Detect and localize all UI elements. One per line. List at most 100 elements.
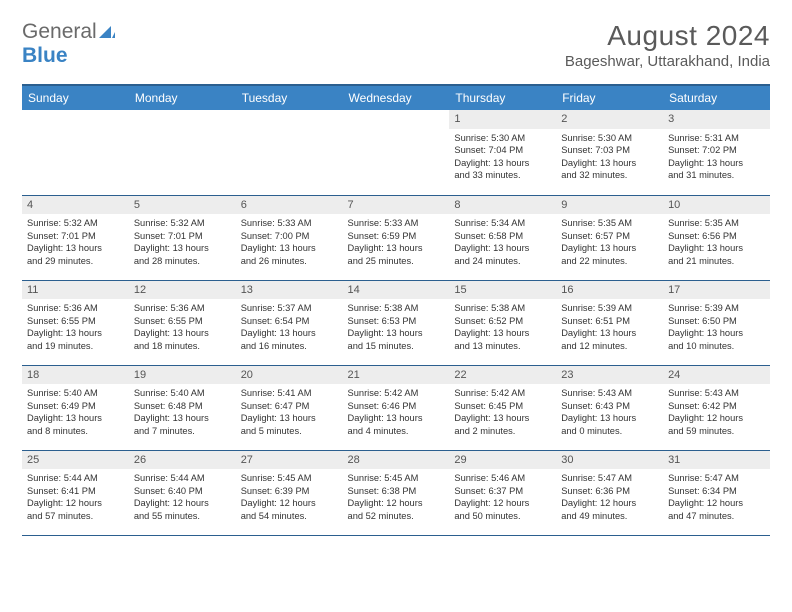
day-details: Sunrise: 5:45 AMSunset: 6:39 PMDaylight:… (236, 469, 343, 526)
calendar-day-cell: 21Sunrise: 5:42 AMSunset: 6:46 PMDayligh… (343, 365, 450, 450)
calendar-day-cell: 6Sunrise: 5:33 AMSunset: 7:00 PMDaylight… (236, 195, 343, 280)
day-number: 12 (129, 281, 236, 300)
calendar-day-cell: 3Sunrise: 5:31 AMSunset: 7:02 PMDaylight… (663, 110, 770, 195)
day-number: 2 (556, 110, 663, 129)
day-details: Sunrise: 5:45 AMSunset: 6:38 PMDaylight:… (343, 469, 450, 526)
day-details: Sunrise: 5:42 AMSunset: 6:45 PMDaylight:… (449, 384, 556, 441)
calendar-day-cell: 23Sunrise: 5:43 AMSunset: 6:43 PMDayligh… (556, 365, 663, 450)
day-number: 1 (449, 110, 556, 129)
day-details: Sunrise: 5:46 AMSunset: 6:37 PMDaylight:… (449, 469, 556, 526)
day-details: Sunrise: 5:44 AMSunset: 6:41 PMDaylight:… (22, 469, 129, 526)
calendar-day-cell: 26Sunrise: 5:44 AMSunset: 6:40 PMDayligh… (129, 450, 236, 535)
day-details: Sunrise: 5:38 AMSunset: 6:53 PMDaylight:… (343, 299, 450, 356)
calendar-day-cell: 11Sunrise: 5:36 AMSunset: 6:55 PMDayligh… (22, 280, 129, 365)
calendar-day-cell: 22Sunrise: 5:42 AMSunset: 6:45 PMDayligh… (449, 365, 556, 450)
day-details: Sunrise: 5:33 AMSunset: 7:00 PMDaylight:… (236, 214, 343, 271)
calendar-week-row: 1Sunrise: 5:30 AMSunset: 7:04 PMDaylight… (22, 110, 770, 195)
day-number: 30 (556, 451, 663, 470)
calendar-day-cell: 10Sunrise: 5:35 AMSunset: 6:56 PMDayligh… (663, 195, 770, 280)
calendar-body: 1Sunrise: 5:30 AMSunset: 7:04 PMDaylight… (22, 110, 770, 535)
calendar-day-cell: 25Sunrise: 5:44 AMSunset: 6:41 PMDayligh… (22, 450, 129, 535)
calendar-day-cell: 28Sunrise: 5:45 AMSunset: 6:38 PMDayligh… (343, 450, 450, 535)
day-details: Sunrise: 5:33 AMSunset: 6:59 PMDaylight:… (343, 214, 450, 271)
calendar-day-cell: 13Sunrise: 5:37 AMSunset: 6:54 PMDayligh… (236, 280, 343, 365)
day-details: Sunrise: 5:36 AMSunset: 6:55 PMDaylight:… (129, 299, 236, 356)
day-details: Sunrise: 5:47 AMSunset: 6:34 PMDaylight:… (663, 469, 770, 526)
weekday-header: Thursday (449, 85, 556, 110)
day-details: Sunrise: 5:42 AMSunset: 6:46 PMDaylight:… (343, 384, 450, 441)
calendar-day-cell: 24Sunrise: 5:43 AMSunset: 6:42 PMDayligh… (663, 365, 770, 450)
day-details: Sunrise: 5:35 AMSunset: 6:56 PMDaylight:… (663, 214, 770, 271)
calendar-day-cell (129, 110, 236, 195)
calendar-day-cell: 5Sunrise: 5:32 AMSunset: 7:01 PMDaylight… (129, 195, 236, 280)
calendar-day-cell: 15Sunrise: 5:38 AMSunset: 6:52 PMDayligh… (449, 280, 556, 365)
calendar-day-cell (343, 110, 450, 195)
day-number: 23 (556, 366, 663, 385)
calendar-day-cell: 2Sunrise: 5:30 AMSunset: 7:03 PMDaylight… (556, 110, 663, 195)
day-number: 18 (22, 366, 129, 385)
weekday-header: Tuesday (236, 85, 343, 110)
weekday-header: Saturday (663, 85, 770, 110)
logo: GeneralBlue (22, 20, 115, 68)
day-number: 28 (343, 451, 450, 470)
weekday-header-row: Sunday Monday Tuesday Wednesday Thursday… (22, 85, 770, 110)
calendar-day-cell: 7Sunrise: 5:33 AMSunset: 6:59 PMDaylight… (343, 195, 450, 280)
calendar-table: Sunday Monday Tuesday Wednesday Thursday… (22, 84, 770, 536)
day-number: 20 (236, 366, 343, 385)
logo-text: GeneralBlue (22, 20, 115, 68)
day-details: Sunrise: 5:47 AMSunset: 6:36 PMDaylight:… (556, 469, 663, 526)
weekday-header: Monday (129, 85, 236, 110)
calendar-day-cell: 8Sunrise: 5:34 AMSunset: 6:58 PMDaylight… (449, 195, 556, 280)
day-details: Sunrise: 5:38 AMSunset: 6:52 PMDaylight:… (449, 299, 556, 356)
day-details: Sunrise: 5:32 AMSunset: 7:01 PMDaylight:… (22, 214, 129, 271)
day-number: 10 (663, 196, 770, 215)
day-number: 14 (343, 281, 450, 300)
day-number: 13 (236, 281, 343, 300)
day-number: 22 (449, 366, 556, 385)
calendar-week-row: 4Sunrise: 5:32 AMSunset: 7:01 PMDaylight… (22, 195, 770, 280)
calendar-day-cell (22, 110, 129, 195)
day-details: Sunrise: 5:44 AMSunset: 6:40 PMDaylight:… (129, 469, 236, 526)
day-number: 4 (22, 196, 129, 215)
logo-text-blue: Blue (22, 44, 68, 67)
weekday-header: Sunday (22, 85, 129, 110)
day-number: 3 (663, 110, 770, 129)
calendar-week-row: 11Sunrise: 5:36 AMSunset: 6:55 PMDayligh… (22, 280, 770, 365)
calendar-day-cell: 18Sunrise: 5:40 AMSunset: 6:49 PMDayligh… (22, 365, 129, 450)
calendar-day-cell: 20Sunrise: 5:41 AMSunset: 6:47 PMDayligh… (236, 365, 343, 450)
calendar-day-cell: 12Sunrise: 5:36 AMSunset: 6:55 PMDayligh… (129, 280, 236, 365)
day-details: Sunrise: 5:43 AMSunset: 6:42 PMDaylight:… (663, 384, 770, 441)
day-details: Sunrise: 5:34 AMSunset: 6:58 PMDaylight:… (449, 214, 556, 271)
day-number: 17 (663, 281, 770, 300)
calendar-week-row: 18Sunrise: 5:40 AMSunset: 6:49 PMDayligh… (22, 365, 770, 450)
calendar-day-cell: 29Sunrise: 5:46 AMSunset: 6:37 PMDayligh… (449, 450, 556, 535)
day-details: Sunrise: 5:35 AMSunset: 6:57 PMDaylight:… (556, 214, 663, 271)
calendar-day-cell: 19Sunrise: 5:40 AMSunset: 6:48 PMDayligh… (129, 365, 236, 450)
header: GeneralBlue August 2024 Bageshwar, Uttar… (22, 20, 770, 70)
day-details: Sunrise: 5:37 AMSunset: 6:54 PMDaylight:… (236, 299, 343, 356)
day-number: 9 (556, 196, 663, 215)
location-label: Bageshwar, Uttarakhand, India (565, 53, 770, 70)
day-number: 8 (449, 196, 556, 215)
day-details: Sunrise: 5:36 AMSunset: 6:55 PMDaylight:… (22, 299, 129, 356)
day-number: 6 (236, 196, 343, 215)
calendar-day-cell: 17Sunrise: 5:39 AMSunset: 6:50 PMDayligh… (663, 280, 770, 365)
calendar-page: GeneralBlue August 2024 Bageshwar, Uttar… (0, 0, 792, 556)
day-number: 16 (556, 281, 663, 300)
day-number: 29 (449, 451, 556, 470)
month-title: August 2024 (565, 20, 770, 52)
calendar-day-cell: 30Sunrise: 5:47 AMSunset: 6:36 PMDayligh… (556, 450, 663, 535)
calendar-day-cell: 31Sunrise: 5:47 AMSunset: 6:34 PMDayligh… (663, 450, 770, 535)
calendar-week-row: 25Sunrise: 5:44 AMSunset: 6:41 PMDayligh… (22, 450, 770, 535)
weekday-header: Wednesday (343, 85, 450, 110)
day-details: Sunrise: 5:39 AMSunset: 6:51 PMDaylight:… (556, 299, 663, 356)
day-number: 26 (129, 451, 236, 470)
calendar-day-cell: 27Sunrise: 5:45 AMSunset: 6:39 PMDayligh… (236, 450, 343, 535)
calendar-day-cell: 9Sunrise: 5:35 AMSunset: 6:57 PMDaylight… (556, 195, 663, 280)
day-number: 31 (663, 451, 770, 470)
logo-text-gray: General (22, 20, 97, 43)
calendar-day-cell: 4Sunrise: 5:32 AMSunset: 7:01 PMDaylight… (22, 195, 129, 280)
day-number: 25 (22, 451, 129, 470)
day-details: Sunrise: 5:40 AMSunset: 6:49 PMDaylight:… (22, 384, 129, 441)
day-number: 7 (343, 196, 450, 215)
